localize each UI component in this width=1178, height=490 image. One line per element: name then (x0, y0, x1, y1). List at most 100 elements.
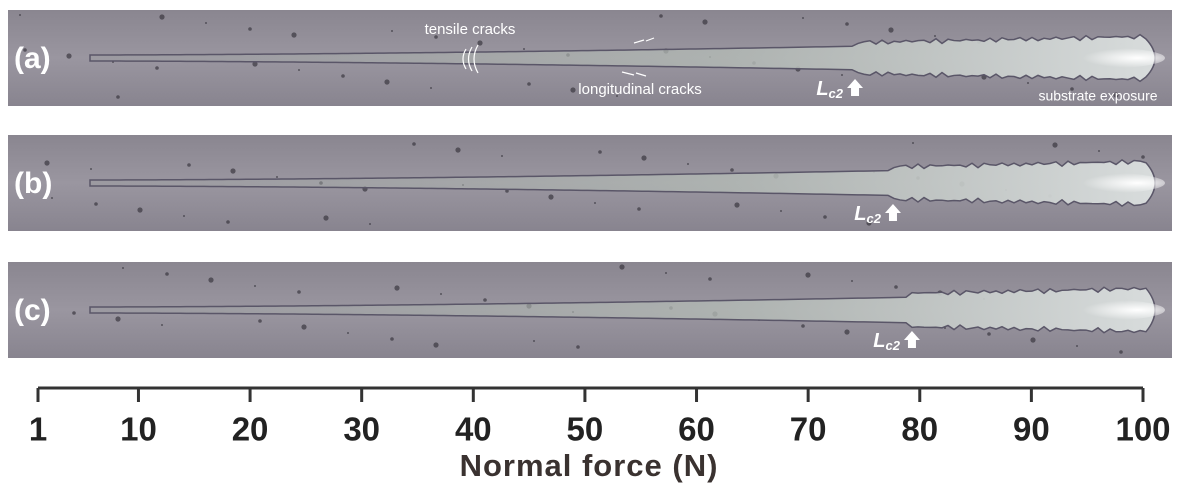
panel: (b) Lc2 (8, 135, 1172, 231)
speck (19, 14, 21, 16)
speck (455, 147, 460, 152)
speck (845, 22, 849, 26)
speck (894, 285, 898, 289)
speck (205, 22, 207, 24)
speck (430, 87, 432, 89)
speck (298, 69, 300, 71)
speck (90, 168, 92, 170)
speck (72, 311, 76, 315)
speck (412, 142, 416, 146)
speck (276, 176, 278, 178)
speck (226, 220, 230, 224)
speck (851, 280, 853, 282)
x-tick-label: 90 (1013, 411, 1050, 448)
substrate-exposure (1055, 300, 1165, 320)
speck (888, 27, 893, 32)
speck (501, 155, 503, 157)
speck (230, 168, 235, 173)
lc2-sub: c2 (829, 86, 844, 101)
speck (66, 53, 71, 58)
speck (187, 163, 191, 167)
speck (301, 324, 306, 329)
annotation: tensile cracks (425, 21, 516, 38)
x-tick-label: 40 (455, 411, 492, 448)
speck (369, 223, 371, 225)
speck (161, 324, 163, 326)
speck (548, 194, 553, 199)
lc2-main: L (816, 78, 828, 100)
x-tick-label: 50 (567, 411, 604, 448)
lc2-sub: c2 (867, 211, 882, 226)
speck (987, 332, 991, 336)
speck (823, 215, 827, 219)
speck (483, 298, 487, 302)
x-tick-label: 100 (1115, 411, 1170, 448)
panel-label: (c) (14, 294, 51, 327)
speck (137, 207, 142, 212)
x-tick-label: 10 (120, 411, 157, 448)
speck (1027, 82, 1029, 84)
speck (570, 87, 575, 92)
speck (665, 272, 667, 274)
speck (433, 342, 438, 347)
speck (254, 285, 256, 287)
speck (1098, 150, 1100, 152)
speck (1052, 142, 1057, 147)
speck (641, 155, 646, 160)
x-tick-label: 60 (678, 411, 715, 448)
speck (708, 277, 712, 281)
speck (619, 264, 624, 269)
speck (576, 345, 580, 349)
figure: (a) Lc2 (b) Lc2 (c) Lc2 tensile cracks longit… (0, 0, 1178, 490)
speck (115, 316, 120, 321)
speck (533, 340, 535, 342)
panel: (c) Lc2 (8, 262, 1172, 358)
speck (165, 272, 169, 276)
speck (384, 79, 389, 84)
speck (341, 74, 345, 78)
lc2-sub: c2 (885, 338, 900, 353)
speck (291, 32, 296, 37)
annotation: substrate exposure (1038, 88, 1157, 104)
speck (390, 337, 394, 341)
speck (912, 142, 914, 144)
speck (523, 48, 525, 50)
substrate-exposure (1055, 173, 1165, 193)
speck (1141, 155, 1145, 159)
speck (1119, 350, 1123, 354)
annotation: longitudinal cracks (578, 81, 701, 98)
speck (734, 202, 739, 207)
speck (730, 168, 734, 172)
speck (116, 95, 120, 99)
panel-label: (a) (14, 42, 51, 75)
panel-label: (b) (14, 167, 52, 200)
speck (248, 27, 252, 31)
lc2-main: L (873, 330, 885, 352)
speck (183, 215, 185, 217)
speck (637, 207, 641, 211)
x-axis-title: Normal force (N) (460, 448, 719, 483)
speck (934, 35, 936, 37)
speck (659, 14, 663, 18)
speck (391, 30, 393, 32)
speck (802, 17, 804, 19)
panels: (a) Lc2 (b) Lc2 (c) Lc2 (8, 10, 1172, 358)
speck (258, 319, 262, 323)
speck (155, 66, 159, 70)
lc2-main: L (854, 203, 866, 225)
x-tick-label: 20 (232, 411, 269, 448)
speck (440, 293, 442, 295)
speck (801, 324, 805, 328)
speck (394, 285, 399, 290)
speck (687, 163, 689, 165)
speck (477, 40, 482, 45)
x-tick-label: 80 (901, 411, 938, 448)
speck (1076, 345, 1078, 347)
speck (841, 74, 843, 76)
speck (122, 267, 124, 269)
speck (594, 202, 596, 204)
speck (1030, 337, 1035, 342)
speck (844, 329, 849, 334)
speck (94, 202, 98, 206)
speck (44, 160, 49, 165)
